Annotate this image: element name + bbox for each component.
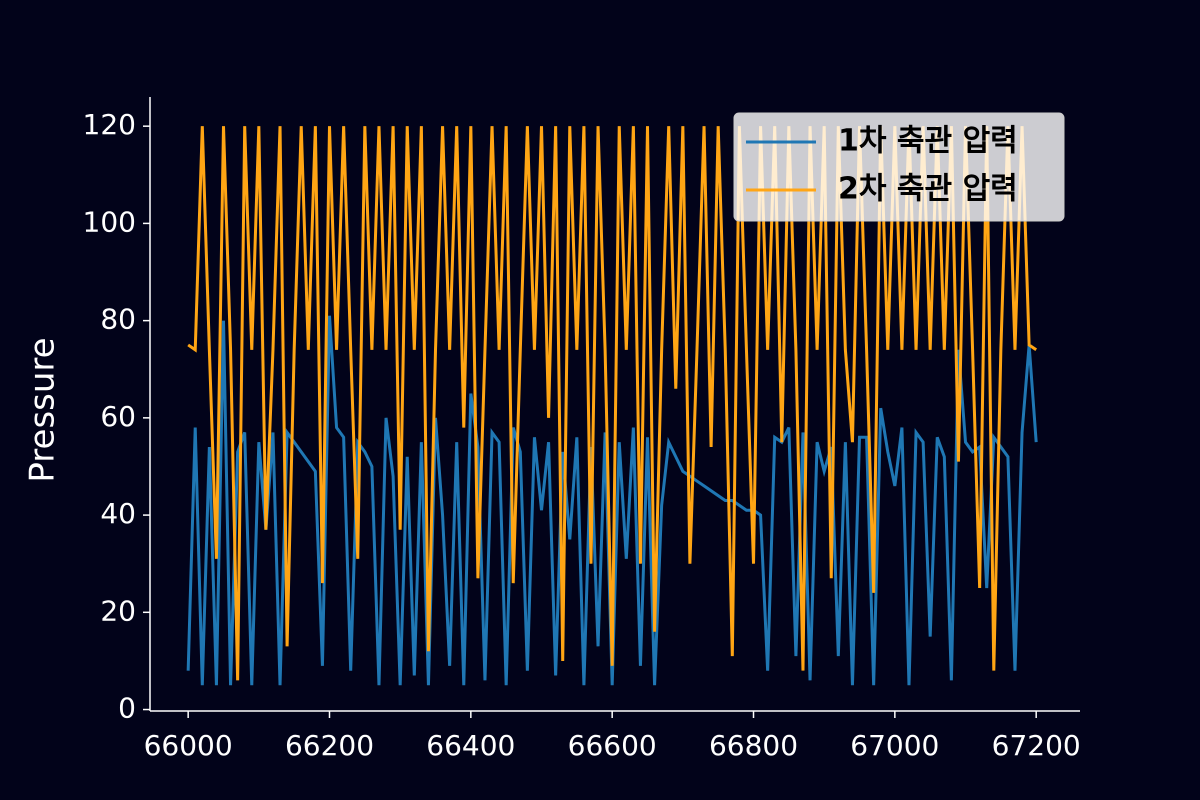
x-tick-label: 66000 (144, 729, 233, 762)
legend-label: 2차 축관 압력 (838, 172, 1018, 207)
x-tick-label: 67200 (992, 729, 1081, 762)
y-tick-label: 20 (100, 594, 136, 627)
y-tick-label: 100 (83, 205, 136, 238)
data-line (186, 315, 1038, 686)
x-tick-label: 66800 (709, 729, 798, 762)
y-tick-label: 0 (118, 692, 136, 725)
y-tick-label: 40 (100, 497, 136, 530)
x-tick-label: 66200 (285, 729, 374, 762)
legend-box (733, 112, 1065, 222)
legend: 1차 축관 압력 2차 축관 압력 (733, 112, 1065, 222)
y-axis-label: Pressure (23, 337, 63, 482)
legend-label: 1차 축관 압력 (838, 124, 1018, 159)
x-tick-label: 67000 (850, 729, 939, 762)
y-tick-label: 120 (83, 108, 136, 141)
y-tick-label: 60 (100, 400, 136, 433)
x-tick-label: 66400 (426, 729, 515, 762)
x-tick-label: 66600 (568, 729, 657, 762)
y-tick-label: 80 (100, 303, 136, 336)
